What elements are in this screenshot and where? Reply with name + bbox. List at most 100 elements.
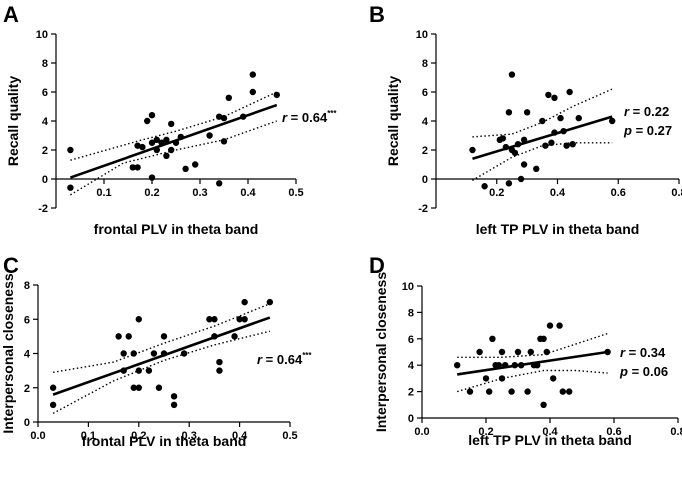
panel-a-x-tick-label: 0.3 bbox=[192, 187, 207, 199]
panel-b-y-tick-label: 6 bbox=[422, 87, 428, 99]
panel-c-data-point bbox=[150, 350, 158, 357]
panel-a-y-tick-label: 0 bbox=[42, 174, 48, 186]
panel-d-data-point bbox=[489, 335, 496, 342]
panel-d-data-point bbox=[559, 388, 566, 395]
panel-d-data-point bbox=[543, 348, 550, 356]
panel-b-y-tick-label: 0 bbox=[422, 174, 428, 186]
panel-a-y-tick-label: 4 bbox=[42, 116, 49, 128]
panel-b-data-point bbox=[520, 161, 528, 168]
panel-c-data-point bbox=[170, 393, 178, 400]
panel-c-data-point bbox=[130, 350, 137, 357]
panel-d-data-point bbox=[534, 362, 541, 369]
panel-b-data-point bbox=[545, 91, 552, 99]
panel-a-data-point bbox=[249, 71, 256, 78]
panel-c-ci-upper bbox=[52, 303, 271, 373]
panel-b-data-point bbox=[575, 114, 582, 122]
panel-c-data-point bbox=[160, 333, 168, 340]
panel-c-y-axis-title: Interpersonal closeness bbox=[0, 273, 16, 434]
panel-c-y-tick-label: 4 bbox=[24, 349, 31, 361]
panel-b-x-tick-label: 0.4 bbox=[550, 187, 566, 199]
panel-c-x-tick-label: 0.1 bbox=[81, 430, 96, 442]
panel-b-stat-label: r = 0.22 bbox=[624, 104, 669, 119]
panel-d-data-point bbox=[556, 322, 563, 329]
panel-c-data-point bbox=[135, 367, 142, 374]
panel-b-data-point bbox=[551, 94, 558, 102]
panel-b-x-tick-label: 0.8 bbox=[671, 187, 682, 199]
panel-b-data-point bbox=[533, 165, 540, 173]
panel-d-data-point bbox=[486, 388, 493, 395]
panel-a-data-point bbox=[192, 161, 199, 168]
panel-b-data-point bbox=[560, 127, 567, 135]
panel-b-data-point bbox=[548, 139, 555, 146]
panel-b-data-point bbox=[563, 142, 570, 149]
panel-b-ci-lower bbox=[472, 142, 613, 182]
panel-c-x-tick-label: 0.4 bbox=[232, 430, 248, 442]
panel-b-y-tick-label: -2 bbox=[418, 203, 428, 215]
panel-a-data-point bbox=[153, 136, 160, 144]
panel-d-data-point bbox=[454, 362, 461, 369]
panel-d: D 0 2 4 6 8 10 0.0 0.2 0.4 0.6 0.8 left TP PLV in th… bbox=[369, 253, 682, 448]
panel-c-data-point bbox=[241, 298, 248, 306]
panel-a-data-point bbox=[249, 88, 256, 96]
panel-d-x-tick-label: 0.6 bbox=[606, 426, 621, 438]
panel-a-data-point bbox=[158, 139, 165, 146]
panel-d-data-point bbox=[498, 375, 506, 382]
panel-d-data-point bbox=[508, 388, 515, 395]
panel-c-y-tick-label: 8 bbox=[24, 280, 30, 292]
panel-b-data-point bbox=[542, 142, 549, 149]
panel-d-y-tick-label: 0 bbox=[408, 413, 414, 425]
panel-c-data-point bbox=[135, 316, 142, 323]
panel-c-data-point bbox=[135, 384, 142, 391]
panel-d-data-point bbox=[540, 335, 547, 342]
panel-d-stat-label: p = 0.06 bbox=[619, 364, 668, 379]
panel-b-data-point bbox=[511, 149, 519, 157]
panel-c-letter: C bbox=[3, 253, 19, 278]
panel-a-data-point bbox=[134, 164, 141, 171]
panel-b-data-point bbox=[517, 175, 525, 183]
panel-c-data-point bbox=[216, 358, 223, 366]
panel-a-y-tick-label: 6 bbox=[42, 87, 48, 99]
panel-c-data-point bbox=[130, 384, 137, 391]
panel-a-data-point bbox=[182, 165, 189, 173]
panel-b: B -2 0 2 4 6 8 10 0.2 0.4 0.6 0.8 left TP PLV in the… bbox=[369, 2, 682, 237]
panel-a-x-tick-label: 0.2 bbox=[144, 187, 159, 199]
panel-a-letter: A bbox=[3, 2, 19, 27]
panel-b-data-point bbox=[502, 143, 510, 151]
panel-c-y-tick-label: 0 bbox=[24, 417, 30, 429]
panel-a-data-point bbox=[163, 152, 170, 159]
panel-d-data-point bbox=[476, 348, 483, 356]
panel-a-data-point bbox=[134, 142, 141, 149]
panel-c-y-tick-label: 6 bbox=[24, 314, 30, 326]
panel-b-y-axis-title: Recall quality bbox=[385, 76, 401, 166]
panel-d-ci-lower bbox=[457, 369, 608, 393]
panel-b-regression-line bbox=[472, 115, 613, 160]
panel-a-x-tick-label: 0.1 bbox=[96, 187, 111, 199]
panel-c-x-tick-label: 0.3 bbox=[182, 430, 197, 442]
panel-d-data-point bbox=[524, 388, 531, 395]
panel-d-data-point bbox=[540, 401, 547, 408]
panel-d-data-point bbox=[511, 362, 518, 369]
panel-b-data-point bbox=[523, 109, 531, 116]
panel-a-data-point bbox=[168, 146, 175, 154]
panel-b-data-point bbox=[557, 114, 564, 122]
panel-b-data-point bbox=[520, 136, 528, 144]
panel-b-ci-upper bbox=[472, 88, 613, 138]
panel-c-data-point bbox=[49, 401, 57, 409]
panel-b-data-point bbox=[551, 129, 558, 136]
panel-c-data-point bbox=[115, 333, 122, 340]
panel-d-data-point bbox=[466, 388, 474, 395]
panel-a-ci-lower bbox=[70, 120, 278, 196]
panel-c-data-point bbox=[125, 333, 132, 340]
panel-b-data-point bbox=[508, 71, 516, 78]
panel-a-data-point bbox=[139, 143, 146, 151]
panel-a-data-point bbox=[220, 138, 228, 145]
panel-a-y-tick-label: -2 bbox=[38, 203, 48, 215]
panel-c-data-point bbox=[170, 401, 178, 409]
panel-d-data-point bbox=[566, 388, 573, 395]
panel-c-x-tick-label: 0.2 bbox=[131, 430, 146, 442]
panel-d-data-point bbox=[514, 348, 522, 356]
panel-d-data-point bbox=[495, 362, 502, 369]
panel-d-data-point bbox=[518, 362, 525, 369]
panel-d-data-point bbox=[502, 362, 509, 369]
